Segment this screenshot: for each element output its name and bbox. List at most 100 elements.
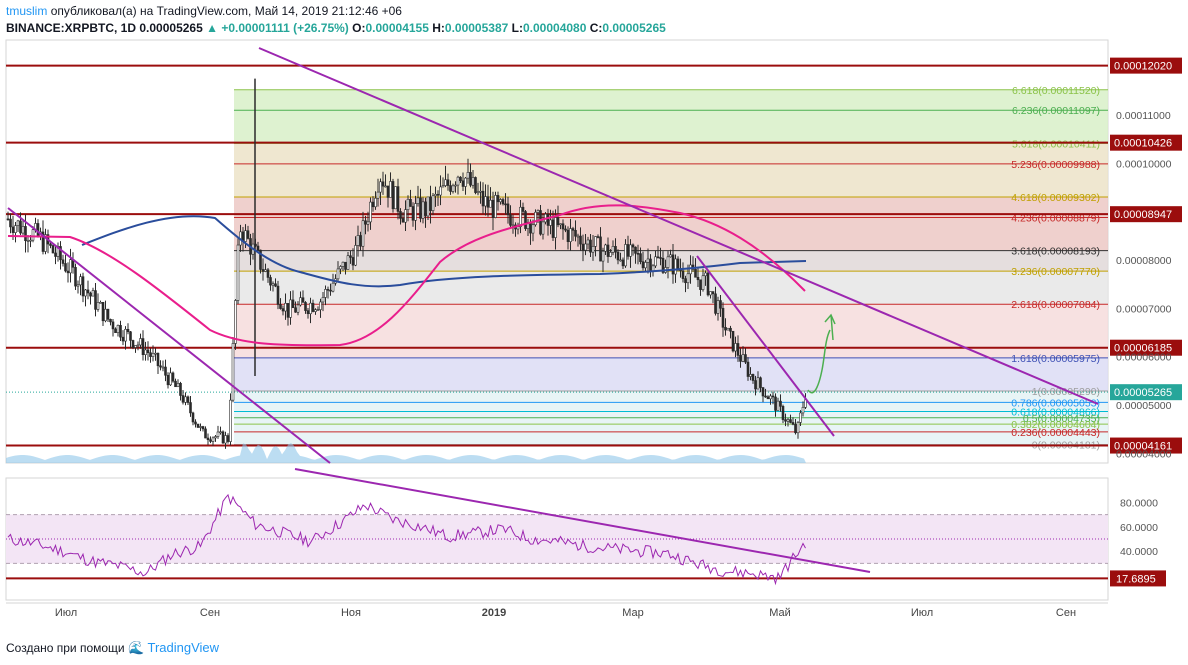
candle-body <box>646 258 650 263</box>
candle-body <box>296 304 300 313</box>
rsi-line <box>7 493 806 586</box>
candle-body <box>784 419 787 422</box>
candle-body <box>681 270 685 279</box>
candle-body <box>506 203 510 216</box>
candle-body <box>346 255 350 270</box>
candle-body <box>189 402 192 414</box>
candle-body <box>529 221 532 234</box>
candle-body <box>41 231 45 252</box>
candle-body <box>64 263 67 272</box>
candle-body <box>301 297 305 303</box>
candle-body <box>54 252 57 257</box>
candle-body <box>379 181 382 193</box>
candle-body <box>796 422 800 434</box>
fib-label-14: 0.382(0.00004604) <box>1011 419 1100 431</box>
candle-body <box>761 387 765 397</box>
candle-body <box>521 206 525 212</box>
candle-body <box>386 185 390 198</box>
candle-body <box>331 282 335 292</box>
candle-body <box>534 211 537 226</box>
close-value: 0.00005265 <box>602 21 666 35</box>
candle-body <box>689 264 692 275</box>
candle-body <box>124 328 127 342</box>
candle-body <box>206 437 210 441</box>
candle-body <box>141 338 145 355</box>
candle-body <box>76 284 80 287</box>
last-price-tag-label: 0.00005265 <box>1114 387 1172 399</box>
candle-body <box>429 196 432 211</box>
candle-body <box>479 190 482 193</box>
candle-body <box>701 275 705 290</box>
y-tick-2: 0.00008000 <box>1116 255 1172 267</box>
candle-body <box>284 303 287 312</box>
candle-body <box>356 235 360 246</box>
rsi-y-tick-1: 60.0000 <box>1120 522 1158 534</box>
candle-body <box>519 206 522 227</box>
candle-body <box>589 239 592 253</box>
candle-body <box>719 300 722 309</box>
up-triangle-icon: ▲ <box>206 21 218 35</box>
sma-mid-line <box>7 204 806 347</box>
high-label: H: <box>432 21 445 35</box>
candle-body <box>639 253 642 262</box>
candle-body <box>289 299 292 318</box>
candle-body <box>129 331 132 341</box>
author-name[interactable]: tmuslim <box>6 4 48 18</box>
rsi-trendline <box>294 468 871 573</box>
candle-body <box>419 197 422 219</box>
x-tick-4: Мар <box>622 607 644 619</box>
candle-body <box>319 301 322 310</box>
candle-body <box>99 302 102 304</box>
candle-body <box>199 426 202 428</box>
candle-body <box>149 352 152 357</box>
candle-body <box>394 186 397 210</box>
candle-body <box>101 302 105 322</box>
candle-body <box>741 354 745 362</box>
candle-body <box>459 176 462 182</box>
candle-body <box>6 218 10 221</box>
candle-body <box>401 218 405 223</box>
candle-body <box>279 304 282 309</box>
footer-text: Создано при помощи <box>6 641 125 655</box>
footer-brand[interactable]: TradingView <box>147 640 220 655</box>
candle-body <box>671 254 675 275</box>
candle-body <box>736 343 740 356</box>
candle-body <box>176 382 180 388</box>
candle-body <box>586 239 590 245</box>
candle-body <box>69 259 72 274</box>
candle-body <box>656 256 660 259</box>
candle-body <box>184 396 187 403</box>
candle-body <box>609 252 612 257</box>
x-tick-1: Сен <box>200 607 220 619</box>
candle-body <box>536 210 540 213</box>
candle-body <box>151 353 155 357</box>
candle-body <box>26 240 30 242</box>
candle-body <box>264 269 267 272</box>
level-tag-label-1: 0.00010426 <box>1114 138 1172 150</box>
candle-body <box>389 181 392 198</box>
candle-body <box>454 184 457 187</box>
candle-body <box>566 229 570 242</box>
candle-body <box>66 270 70 274</box>
publish-info: опубликовал(а) на TradingView.com, Май 1… <box>50 4 402 18</box>
candle-body <box>636 253 640 255</box>
candle-body <box>29 239 32 242</box>
level-tag-3 <box>1110 339 1182 356</box>
candle-body <box>231 343 235 401</box>
candle-body <box>734 343 737 352</box>
x-tick-7: Сен <box>1056 607 1076 619</box>
candle-body <box>594 236 597 247</box>
candle-body <box>791 422 795 425</box>
candle-body <box>159 365 162 368</box>
candle-body <box>306 310 310 315</box>
candle-body <box>329 289 332 292</box>
candle-body <box>179 382 182 396</box>
candle-body <box>291 299 295 309</box>
fib-label-11: 0.786(0.00005053) <box>1011 397 1100 409</box>
candle-body <box>261 269 265 272</box>
candle-body <box>106 308 110 320</box>
candle-body <box>771 395 775 398</box>
candle-body <box>649 258 652 272</box>
candle-body <box>709 291 712 296</box>
